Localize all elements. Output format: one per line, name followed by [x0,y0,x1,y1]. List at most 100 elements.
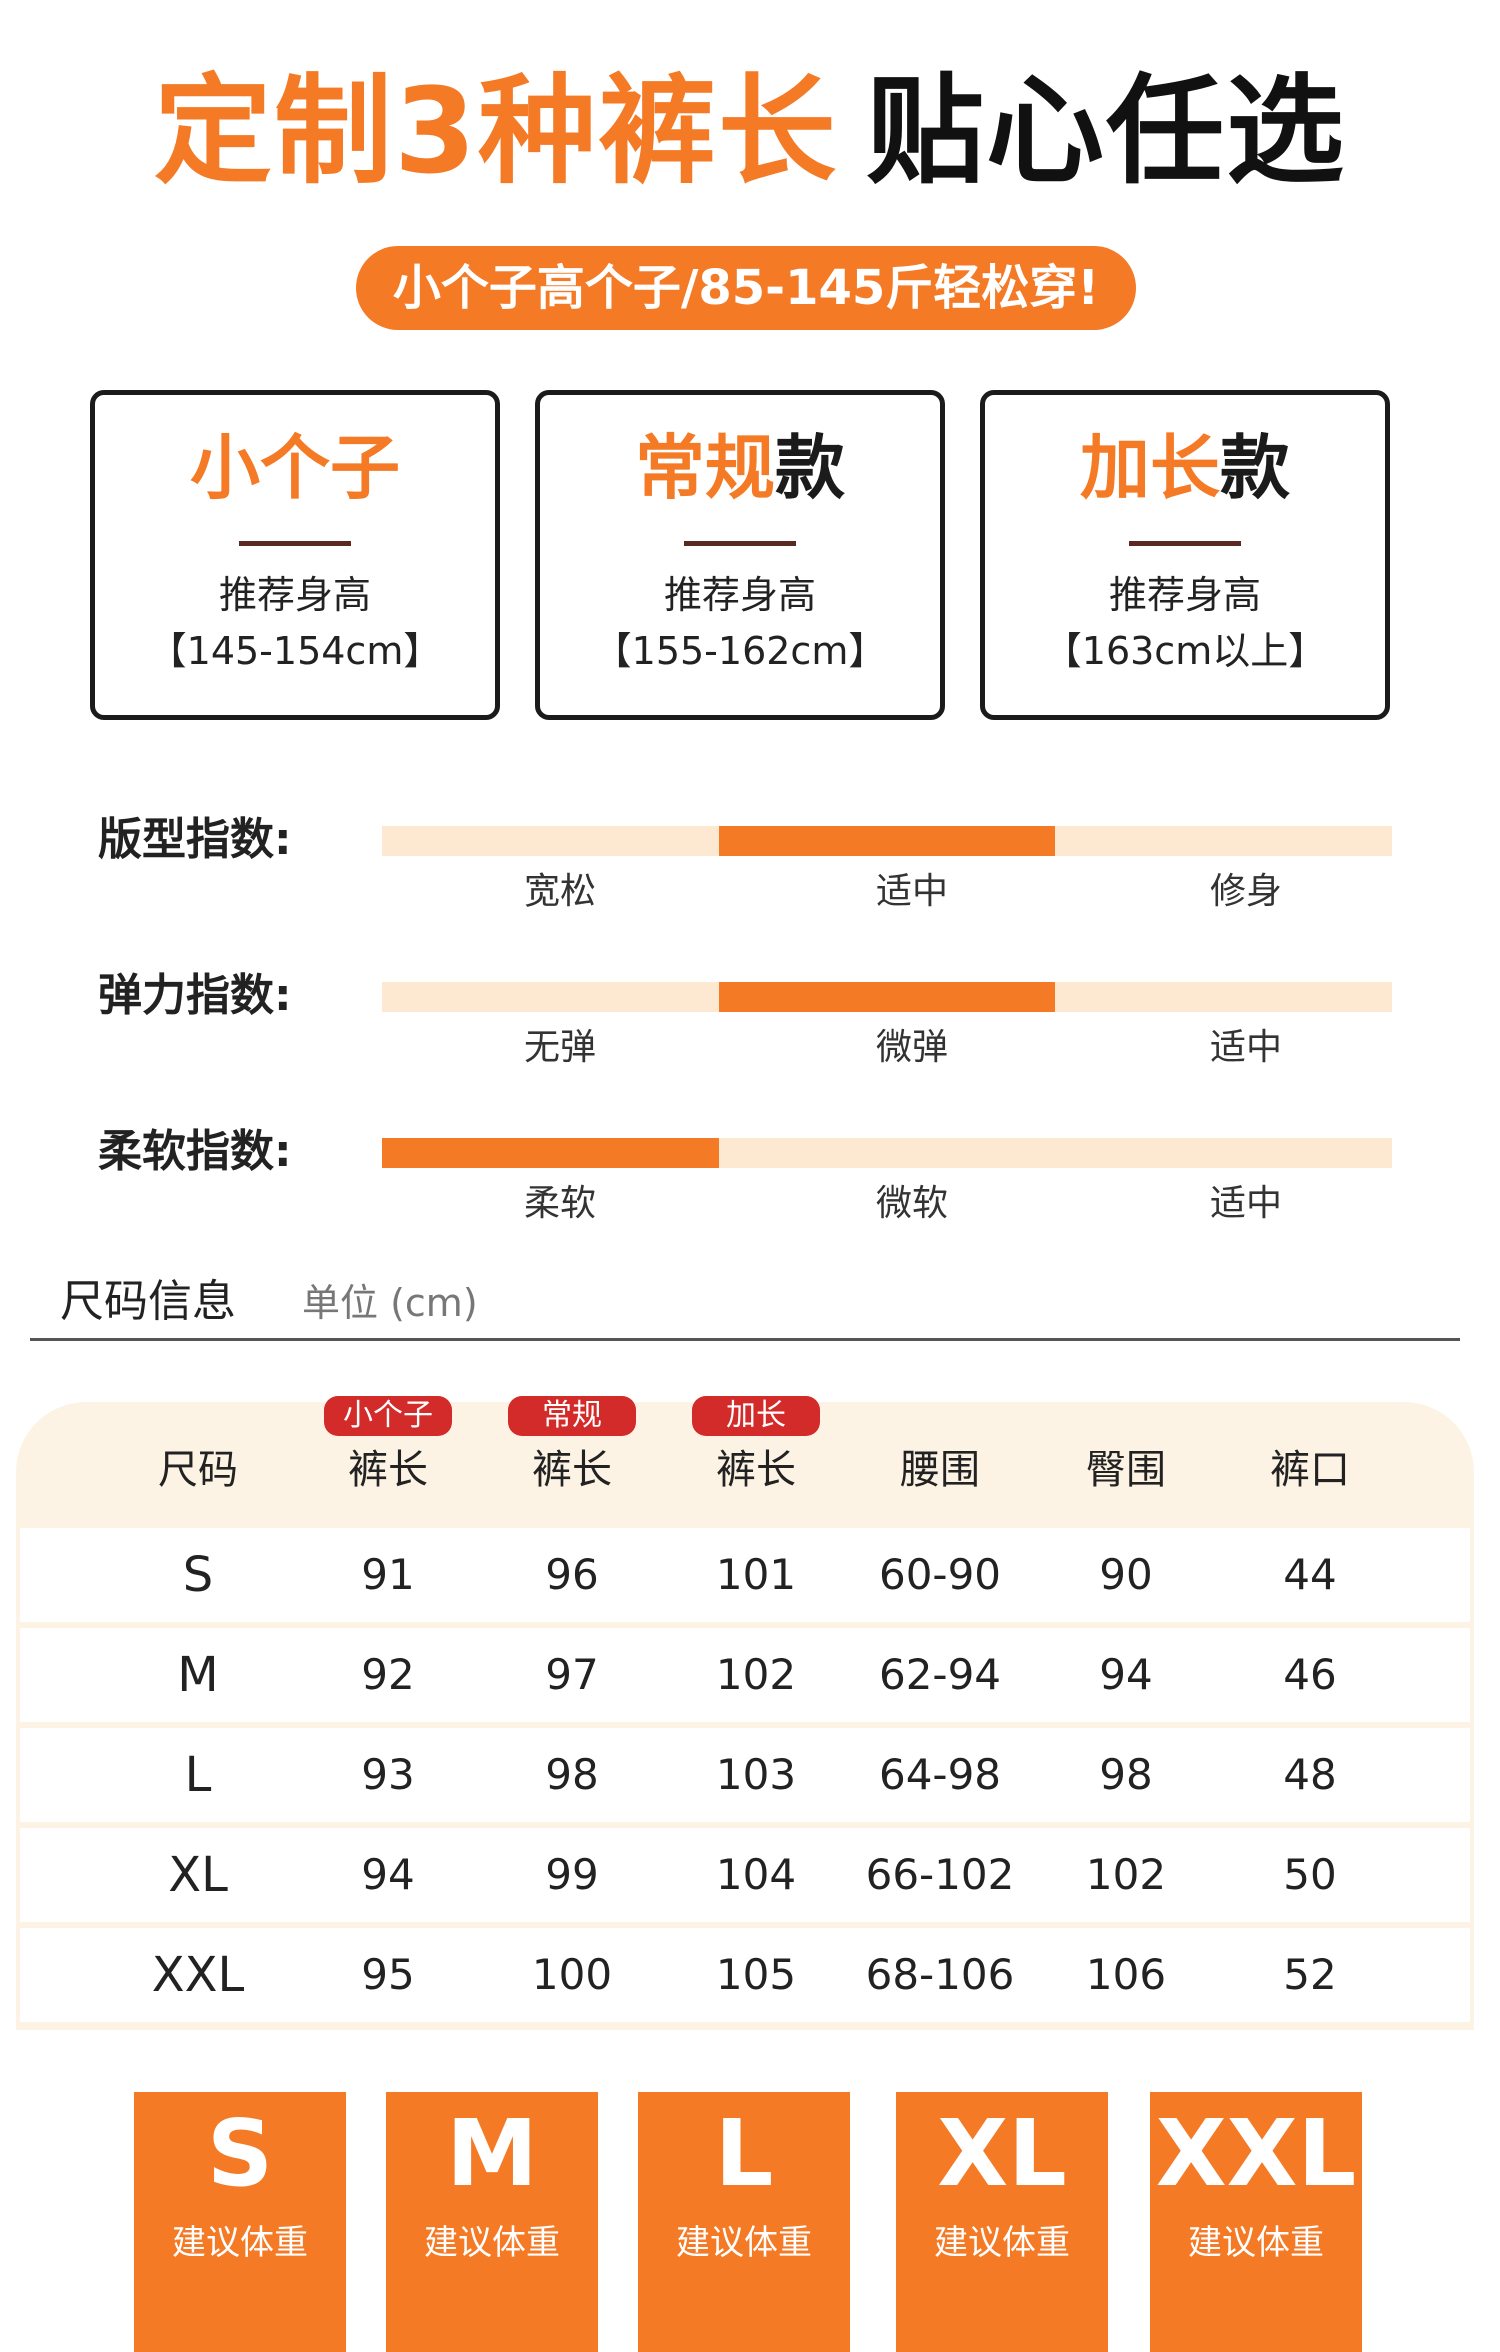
cell-length-petite: 91 [361,1550,415,1599]
table-row: L 93 98 103 64-98 98 48 [20,1728,1470,1822]
cell-length-petite: 95 [361,1950,415,1999]
size-table: 尺码 小个子 裤长 常规 裤长 加长 裤长 腰围 臀围 裤口 S 91 96 1… [16,1396,1474,2030]
card-petite: 小个子 推荐身高 【145-154cm】 [90,390,500,720]
title-black: 贴心任选 [866,62,1347,200]
softness-index-bar [382,1138,1392,1168]
badge-regular: 常规 [508,1396,636,1436]
cell-length-long: 104 [715,1850,797,1899]
cell-hip: 94 [1099,1650,1153,1699]
card-regular: 常规款 推荐身高 【155-162cm】 [535,390,945,720]
card-divider [239,541,351,546]
fit-option-slim: 修身 [1209,871,1282,912]
card-title-dark: 款 [1220,427,1290,509]
header-length-label: 裤长 [716,1447,796,1493]
subtitle-pill: 小个子高个子/85-145斤轻松穿! [356,246,1136,330]
fit-index-bar [382,826,1392,856]
softness-index-fill [382,1138,719,1168]
cell-leg-opening: 50 [1283,1850,1337,1899]
card-height-range: 【163cm以上】 [1043,629,1327,673]
cell-leg-opening: 52 [1283,1950,1337,1999]
cell-hip: 90 [1099,1550,1153,1599]
cell-hip: 102 [1085,1850,1167,1899]
header-leg-opening: 裤口 [1270,1447,1350,1493]
cell-length-petite: 92 [361,1650,415,1699]
table-header: 尺码 小个子 裤长 常规 裤长 加长 裤长 腰围 臀围 裤口 [16,1396,1474,1526]
stretch-option-medium: 适中 [1209,1027,1282,1068]
size-tile-m: M 建议体重 [386,2092,598,2352]
table-row: XL 94 99 104 66-102 102 50 [20,1828,1470,1922]
tile-size-label: S [206,2100,274,2207]
stretch-option-none: 无弹 [523,1027,596,1068]
cell-waist: 64-98 [878,1750,1002,1799]
tile-size-label: L [714,2100,774,2207]
tile-weight-label: 建议体重 [424,2223,560,2263]
tile-size-label: M [446,2100,538,2207]
card-title-accent: 加长 [1080,427,1220,509]
cell-length-regular: 97 [545,1650,599,1699]
softness-option-soft: 柔软 [523,1183,596,1224]
cell-size: M [177,1647,219,1703]
cell-length-long: 102 [715,1650,797,1699]
cell-length-long: 103 [715,1750,797,1799]
header-length-long: 加长 裤长 [666,1396,846,1493]
tile-weight-label: 建议体重 [172,2223,308,2263]
card-title-accent: 常规 [635,427,775,509]
cell-length-regular: 99 [545,1850,599,1899]
card-title-dark: 款 [775,427,845,509]
title-orange: 定制3种裤长 [153,62,839,200]
fit-option-regular: 适中 [875,871,948,912]
fit-option-loose: 宽松 [523,871,596,912]
cell-waist: 66-102 [865,1850,1015,1899]
card-divider [1129,541,1241,546]
table-row: XXL 95 100 105 68-106 106 52 [20,1928,1470,2022]
tile-size-label: XXL [1155,2100,1357,2207]
header-length-label: 裤长 [532,1447,612,1493]
tile-size-label: XL [937,2100,1067,2207]
badge-petite: 小个子 [324,1396,452,1436]
cell-leg-opening: 48 [1283,1750,1337,1799]
cell-length-long: 105 [715,1950,797,1999]
card-height-range: 【145-154cm】 [148,629,442,673]
stretch-index-fill [718,982,1056,1012]
size-info-title: 尺码信息 [60,1276,236,1327]
card-divider [684,541,796,546]
card-subtitle: 推荐身高 [218,573,371,617]
size-info-unit: 单位 (cm) [302,1281,478,1325]
softness-option-slightly-soft: 微软 [875,1183,948,1224]
fit-index-fill [718,826,1056,856]
cell-leg-opening: 46 [1283,1650,1337,1699]
cell-waist: 68-106 [865,1950,1015,1999]
card-title: 小个子 [95,433,495,503]
stretch-index-bar [382,982,1392,1012]
cell-length-petite: 94 [361,1850,415,1899]
size-tile-l: L 建议体重 [638,2092,850,2352]
cell-waist: 60-90 [878,1550,1002,1599]
fit-index-label: 版型指数: [98,814,292,865]
cell-leg-opening: 44 [1283,1550,1337,1599]
softness-index-label: 柔软指数: [98,1126,292,1177]
cell-hip: 98 [1099,1750,1153,1799]
cell-waist: 62-94 [878,1650,1002,1699]
size-tile-xxl: XXL 建议体重 [1150,2092,1362,2352]
cell-size: XL [168,1847,228,1903]
tile-weight-label: 建议体重 [934,2223,1070,2263]
size-tile-xl: XL 建议体重 [896,2092,1108,2352]
cell-length-regular: 100 [531,1950,613,1999]
cell-length-long: 101 [715,1550,797,1599]
softness-option-medium: 适中 [1209,1183,1282,1224]
table-row: S 91 96 101 60-90 90 44 [20,1528,1470,1622]
table-row: M 92 97 102 62-94 94 46 [20,1628,1470,1722]
header-length-petite: 小个子 裤长 [298,1396,478,1490]
cell-length-regular: 98 [545,1750,599,1799]
size-tile-s: S 建议体重 [134,2092,346,2352]
cell-hip: 106 [1085,1950,1167,1999]
header-hip: 臀围 [1086,1447,1166,1493]
cell-size: S [182,1547,214,1603]
stretch-index-label: 弹力指数: [98,970,292,1021]
tile-weight-label: 建议体重 [676,2223,812,2263]
page-title: 定制3种裤长 贴心任选 [0,72,1500,190]
stretch-option-slight: 微弹 [875,1027,948,1068]
card-subtitle: 推荐身高 [1108,573,1261,617]
size-info-divider [30,1338,1460,1341]
header-waist: 腰围 [900,1447,980,1493]
